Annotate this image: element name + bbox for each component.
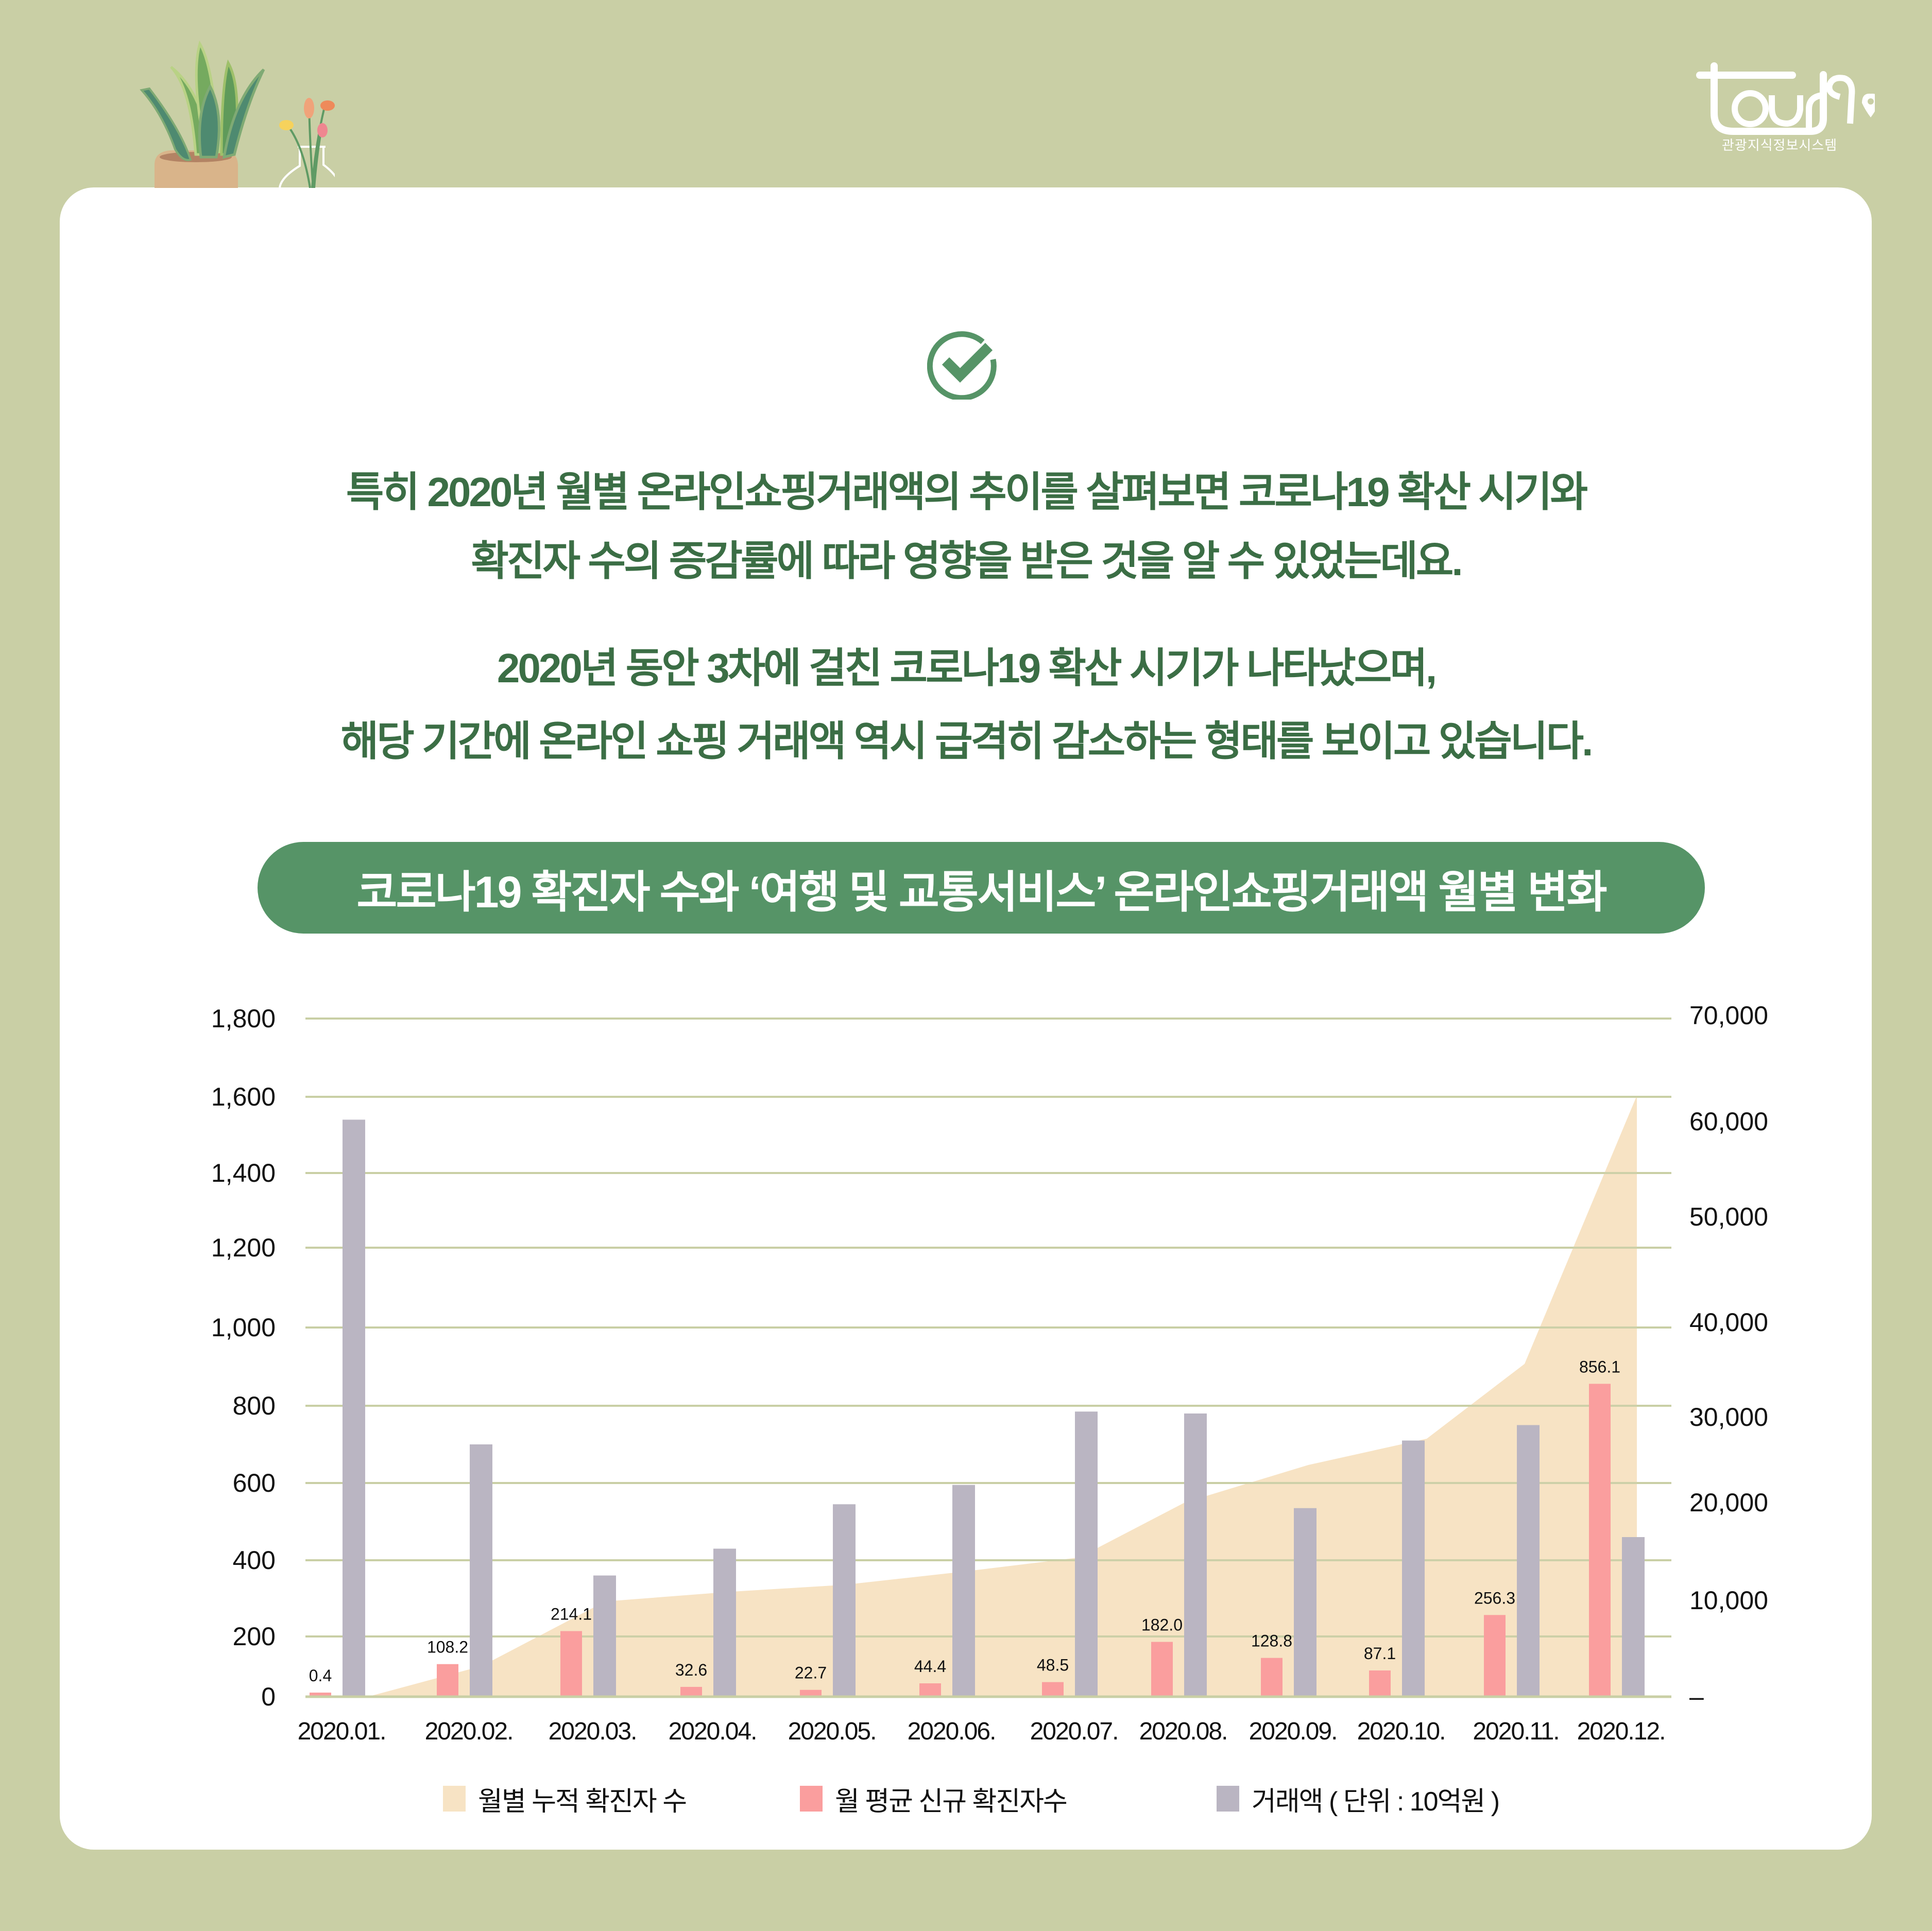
transaction-bar [1517, 1425, 1540, 1697]
left-axis-tick: 0 [261, 1682, 276, 1711]
new-cases-label: 32.6 [675, 1661, 707, 1679]
transaction-bar [833, 1504, 856, 1697]
legend-label-transactions: 거래액 ( 단위 : 10억원 ) [1252, 1786, 1500, 1817]
right-axis-tick: 10,000 [1689, 1586, 1768, 1615]
paragraph2-line2: 해당 기간에 온라인 쇼핑 거래액 역시 급격히 감소하는 형태를 보이고 있습… [340, 718, 1594, 764]
new-cases-bar [1042, 1682, 1064, 1697]
x-axis-tick: 2020.10. [1357, 1718, 1445, 1745]
left-axis-tick: 1,400 [211, 1159, 276, 1187]
x-axis-tick: 2020.09. [1249, 1718, 1337, 1745]
new-cases-bar [1369, 1670, 1391, 1697]
right-axis-tick: 50,000 [1689, 1202, 1768, 1231]
right-axis-tick: 30,000 [1689, 1403, 1768, 1432]
new-cases-label: 0.4 [309, 1666, 332, 1685]
cumulative-cases-area [368, 1095, 1637, 1697]
transaction-bar [1075, 1411, 1098, 1697]
x-axis-tick: 2020.02. [425, 1718, 513, 1745]
transaction-bar [952, 1485, 975, 1697]
legend-label-cumulative: 월별 누적 확진자 수 [478, 1786, 687, 1817]
new-cases-label: 22.7 [795, 1664, 827, 1682]
tour9-logo [1696, 62, 1875, 135]
x-axis-tick: 2020.01. [298, 1718, 386, 1745]
new-cases-bar [1484, 1615, 1506, 1697]
new-cases-label: 108.2 [427, 1638, 468, 1657]
transaction-bar [713, 1548, 736, 1697]
logo-subtitle: 관광지식정보시스템 [1721, 137, 1838, 153]
new-cases-label: 128.8 [1251, 1632, 1292, 1650]
x-axis-tick: 2020.05. [788, 1718, 876, 1745]
new-cases-bar [1261, 1658, 1283, 1697]
x-axis-tick: 2020.04. [669, 1718, 757, 1745]
transaction-bar [343, 1119, 365, 1697]
right-axis-tick: 40,000 [1689, 1308, 1768, 1337]
left-axis-tick: 200 [233, 1622, 276, 1651]
new-cases-label: 256.3 [1474, 1589, 1515, 1607]
x-axis-tick: 2020.08. [1139, 1718, 1227, 1745]
check-circle-icon [927, 331, 997, 400]
legend-swatch-cumulative [443, 1786, 466, 1812]
new-cases-bar [680, 1686, 702, 1697]
new-cases-bar [1151, 1642, 1173, 1697]
x-axis-tick: 2020.11. [1473, 1718, 1559, 1745]
transaction-bar [1402, 1440, 1425, 1697]
new-cases-bar [1589, 1384, 1611, 1697]
legend-label-new-cases: 월 평균 신규 확진자수 [835, 1786, 1068, 1817]
paragraph1-line1: 특히 2020년 월별 온라인쇼핑거래액의 추이를 살펴보면 코로나19 확산 … [346, 469, 1588, 515]
right-axis-tick: – [1689, 1682, 1704, 1711]
new-cases-label: 87.1 [1364, 1644, 1396, 1663]
new-cases-label: 214.1 [551, 1605, 592, 1624]
legend-item-new-cases: 월 평균 신규 확진자수 [800, 1784, 1068, 1817]
new-cases-label: 44.4 [914, 1657, 946, 1676]
transaction-bar [593, 1575, 616, 1697]
transaction-bar [1294, 1508, 1317, 1697]
left-axis-tick: 800 [233, 1391, 276, 1420]
x-axis-tick: 2020.12. [1577, 1718, 1665, 1745]
new-cases-label: 856.1 [1579, 1357, 1620, 1376]
legend-swatch-new-cases [800, 1786, 823, 1812]
new-cases-bar [310, 1693, 331, 1697]
left-axis-tick: 600 [233, 1469, 276, 1497]
paragraph2-line1: 2020년 동안 3차에 걸친 코로나19 확산 시기가 나타났으며, [497, 645, 1437, 691]
x-axis-tick: 2020.06. [908, 1718, 996, 1745]
left-axis-tick: 1,800 [211, 1004, 276, 1033]
transaction-bar [470, 1444, 492, 1697]
right-axis-tick: 70,000 [1689, 1001, 1768, 1030]
paragraph1-line2: 확진자 수의 증감률에 따라 영향을 받은 것을 알 수 있었는데요. [471, 538, 1463, 584]
left-axis-tick: 1,600 [211, 1082, 276, 1111]
transaction-bar [1622, 1537, 1645, 1697]
right-axis-tick: 20,000 [1689, 1488, 1768, 1517]
new-cases-bar [437, 1664, 458, 1697]
chart-title: 코로나19 확진자 수와 ‘여행 및 교통서비스’ 온라인쇼핑거래액 월별 변화 [258, 842, 1705, 934]
x-axis-tick: 2020.07. [1030, 1718, 1118, 1745]
new-cases-label: 48.5 [1037, 1656, 1069, 1675]
right-axis-tick: 60,000 [1689, 1107, 1768, 1136]
left-axis-tick: 1,000 [211, 1313, 276, 1342]
x-axis-tick: 2020.03. [549, 1718, 637, 1745]
new-cases-bar [800, 1689, 822, 1697]
new-cases-label: 182.0 [1141, 1616, 1183, 1634]
legend-item-cumulative: 월별 누적 확진자 수 [443, 1784, 687, 1817]
left-axis-tick: 1,200 [211, 1233, 276, 1262]
new-cases-bar [919, 1683, 941, 1697]
legend-item-transactions: 거래액 ( 단위 : 10억원 ) [1217, 1784, 1500, 1817]
new-cases-bar [560, 1631, 582, 1697]
left-axis-tick: 400 [233, 1546, 276, 1575]
legend-swatch-transactions [1217, 1786, 1239, 1812]
transaction-bar [1184, 1413, 1207, 1697]
plant-illustration-icon [140, 40, 335, 188]
